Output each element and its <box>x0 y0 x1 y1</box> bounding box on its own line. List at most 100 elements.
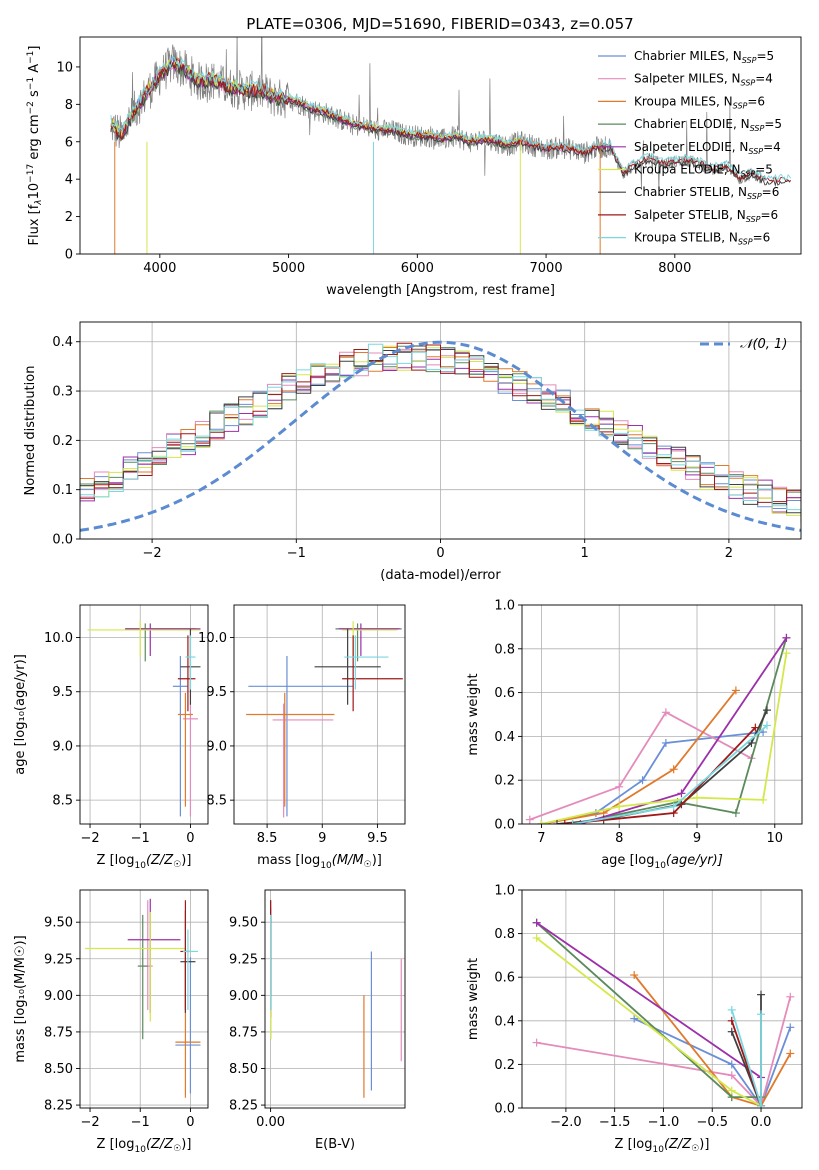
axes-frame <box>521 889 803 1109</box>
mass-weight-line <box>541 689 737 824</box>
x-tick-label: 7 <box>537 831 545 846</box>
label-part: −2 <box>26 101 36 114</box>
x-tick-label: −1 <box>131 1115 150 1130</box>
y-tick-label: 0.0 <box>494 1102 515 1117</box>
label-part: Salpeter ELODIE, N <box>634 140 748 154</box>
label-part: s <box>27 90 42 101</box>
x-label-tail: (Z/Z <box>664 1137 692 1152</box>
y-axis-label: Normed distribution <box>23 366 38 496</box>
y-tick-label: 6 <box>65 135 73 150</box>
plot-area <box>270 900 402 1098</box>
x-label-tail: (age/yr)] <box>666 853 723 868</box>
x-label-subscript: 10 <box>654 861 666 871</box>
mass-weight-line <box>633 1017 792 1108</box>
x-tick-label: −2.0 <box>550 1115 582 1130</box>
y-tick-label: 10.0 <box>44 631 73 646</box>
label-part: −17 <box>26 164 36 183</box>
x-tick-label: 4000 <box>143 261 176 276</box>
y-axis-label: mass weight <box>466 958 481 1040</box>
label-part: Chabrier MILES, N <box>634 49 742 63</box>
x-label-sun: ☉ <box>173 1144 181 1154</box>
x-label-subscript: 10 <box>134 861 146 871</box>
spectrum-panel: 4000 5000 6000 7000 8000 0 2 4 6 8 10 wavelength [A… <box>26 36 802 298</box>
legend-label: Kroupa MILES, NSSP=6 <box>634 94 765 110</box>
x-axis-label: Z [log10(Z/Z☉)] <box>97 853 192 871</box>
x-label-end: )] <box>699 1137 709 1152</box>
x-tick-label: −1.5 <box>599 1115 631 1130</box>
x-axis-label: mass [log10(M/M☉)] <box>257 853 382 871</box>
axes-frame <box>264 889 406 1109</box>
y-axis-label: Flux [fλ10−17 erg cm−2 s−1 A−1] <box>26 46 44 246</box>
x-label-main: Z [log <box>615 1137 653 1152</box>
x-tick-label: 0.0 <box>751 1115 772 1130</box>
label-part: Kroupa STELIB, N <box>634 231 738 245</box>
label-part: erg cm <box>27 114 42 163</box>
x-tick-label: 10 <box>767 831 784 846</box>
legend-label: Chabrier ELODIE, NSSP=5 <box>634 117 782 133</box>
axes-frame <box>79 889 209 1109</box>
label-part: SSP <box>748 147 763 156</box>
y-tick-label: 8.50 <box>44 1062 73 1077</box>
x-tick-label: 6000 <box>401 261 434 276</box>
mass-weight-line <box>633 974 792 1107</box>
label-part: Chabrier STELIB, N <box>634 185 747 199</box>
label-part: SSP <box>741 79 756 88</box>
spectrum-title: PLATE=0306, MJD=51690, FIBERID=0343, z=0… <box>246 15 633 33</box>
model-spectrum-line <box>110 55 792 182</box>
x-tick-label: 8.5 <box>257 831 278 846</box>
y-tick-label: 9.0 <box>52 739 73 754</box>
x-label-end: )] <box>372 853 382 868</box>
x-tick-label: −1.0 <box>648 1115 680 1130</box>
plot-area <box>246 621 403 818</box>
y-tick-label: 8.5 <box>52 794 73 809</box>
mass-weight-line <box>572 637 788 824</box>
y-tick-label: 10.0 <box>198 631 227 646</box>
x-tick-label: 8 <box>615 831 623 846</box>
label-part: =6 <box>760 208 778 222</box>
x-tick-label: 8000 <box>658 261 691 276</box>
y-tick-label: 0.2 <box>52 434 73 449</box>
label-part: =6 <box>762 185 780 199</box>
y-tick-label: 0.6 <box>494 971 515 986</box>
model-spectrum-line <box>110 58 791 184</box>
y-tick-label: 0.4 <box>494 1014 515 1029</box>
label-part: =5 <box>764 117 782 131</box>
mass-vs-metallicity-panel: −2 −1 0 8.25 8.50 8.75 9.00 9.25 9.50 Z [log10(Z/… <box>13 889 209 1155</box>
y-tick-label: 2 <box>65 210 73 225</box>
x-tick-label: −1 <box>131 831 150 846</box>
x-label-sun: ☉ <box>173 860 181 870</box>
normal-distribution-curve <box>80 340 801 532</box>
x-label-end: )] <box>181 853 191 868</box>
axes-frame <box>79 36 802 255</box>
x-tick-label: 0 <box>186 831 194 846</box>
age-vs-metallicity-panel: −2 −1 0 8.5 9.0 9.5 10.0 Z [log10(Z/Z☉)] age [lo… <box>13 604 209 871</box>
mass-vs-extinction-panel: 0.008.25 8.50 8.75 9.00 9.25 9.50 E(B-V) <box>229 889 406 1152</box>
x-label-main: age [log <box>601 853 654 868</box>
y-tick-label: 4 <box>65 173 73 188</box>
y-tick-label: 0.8 <box>494 927 515 942</box>
x-tick-label: −2 <box>80 831 99 846</box>
y-tick-label: 8.50 <box>229 1062 258 1077</box>
x-tick-label: 5000 <box>272 261 305 276</box>
y-tick-label: 8.75 <box>229 1025 258 1040</box>
label-part: Kroupa ELODIE, N <box>634 163 741 177</box>
x-label-tail: (Z/Z <box>146 853 174 868</box>
label-part: 10 <box>27 183 42 200</box>
x-tick-label: −2 <box>143 546 162 561</box>
x-axis-label: age [log10(age/yr)] <box>601 853 723 871</box>
y-tick-label: 1.0 <box>494 884 515 899</box>
y-axis-label: mass weight <box>466 673 481 755</box>
x-label-subscript: 10 <box>652 1145 664 1155</box>
y-tick-label: 0.4 <box>52 335 73 350</box>
x-axis-label: wavelength [Angstrom, rest frame] <box>326 283 555 298</box>
legend-label: Salpeter MILES, NSSP=4 <box>634 72 773 88</box>
y-axis-label: mass [log₁₀(M/M☉)] <box>13 935 28 1062</box>
label-part: Chabrier ELODIE, N <box>634 117 750 131</box>
x-tick-label: −0.5 <box>696 1115 728 1130</box>
x-axis-label: E(B-V) <box>315 1137 355 1152</box>
legend-label: 𝒩(0, 1) <box>740 337 787 352</box>
plot-area <box>532 918 795 1108</box>
x-label-main: Z [log <box>97 1137 135 1152</box>
